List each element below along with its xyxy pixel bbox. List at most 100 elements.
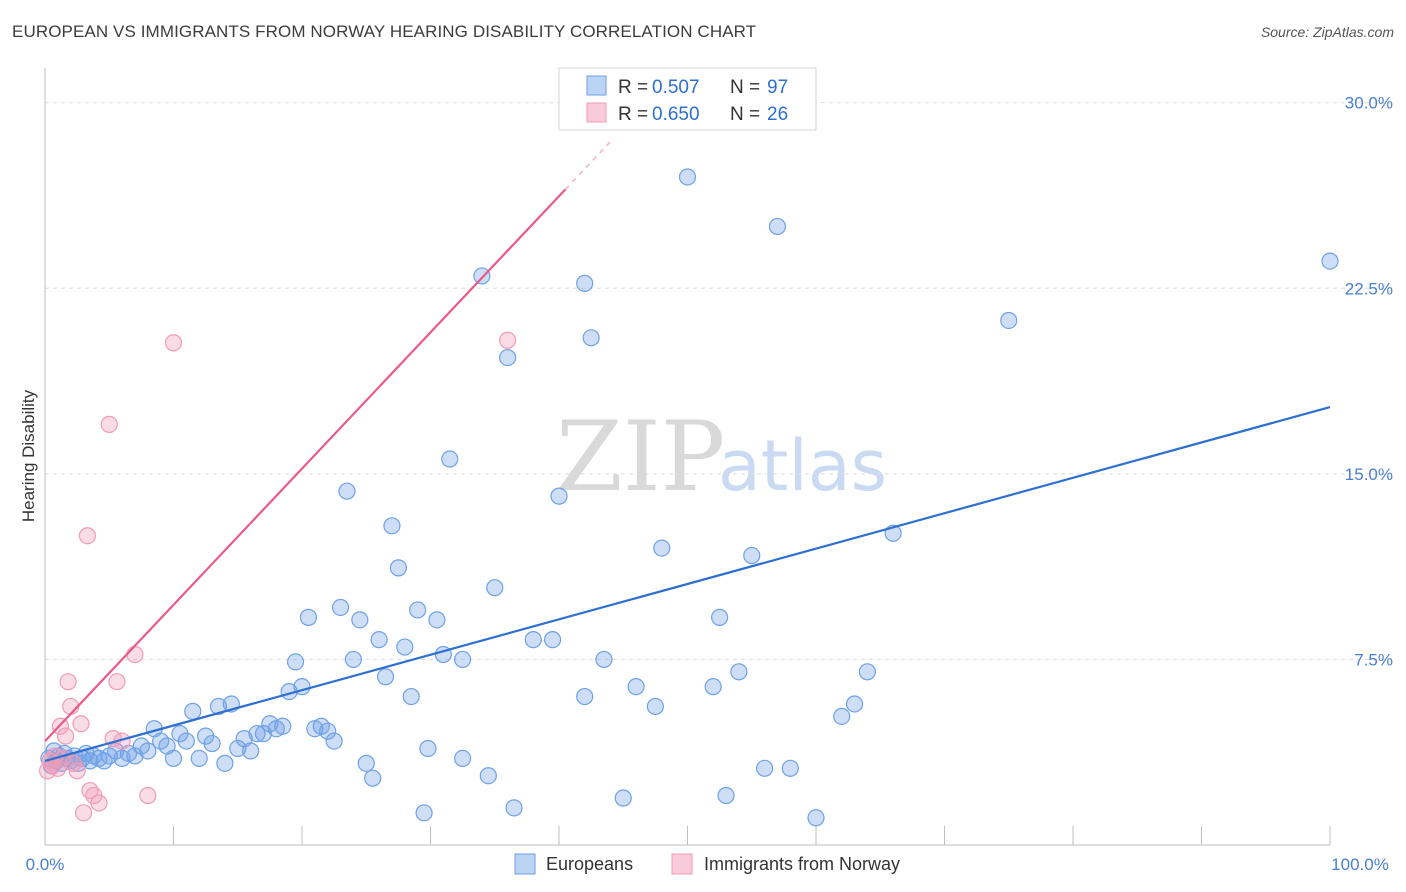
legend-swatch-norway	[586, 102, 607, 123]
europeans-point-62	[389, 559, 407, 577]
europeans-point-82	[576, 687, 594, 706]
legend-r-value-2: 0.650	[652, 104, 700, 125]
norway-point-4	[49, 759, 67, 777]
chart-title: EUROPEAN VS IMMIGRANTS FROM NORWAY HEARI…	[12, 22, 757, 41]
legend-n-value-2: 26	[767, 104, 788, 125]
europeans-point-35	[216, 754, 234, 772]
x-tick-label-right: 100.0%	[1331, 855, 1389, 874]
norway-point-23	[139, 786, 157, 805]
europeans-point-41	[254, 725, 273, 743]
europeans-point-97	[781, 759, 799, 777]
legend-n-label-1: N =	[730, 77, 765, 98]
europeans-point-53	[331, 598, 350, 617]
europeans-point-83	[582, 329, 600, 347]
europeans-point-103	[1000, 311, 1018, 330]
europeans-point-90	[704, 678, 722, 696]
norway-point-20	[108, 673, 126, 691]
europeans-point-74	[479, 767, 497, 785]
europeans-point-51	[319, 722, 337, 740]
europeans-point-59	[370, 631, 388, 649]
europeans-point-91	[711, 608, 729, 626]
europeans-point-89	[678, 168, 697, 186]
europeans-point-84	[595, 650, 613, 669]
europeans-point-79	[543, 631, 562, 649]
europeans-point-56	[351, 611, 369, 629]
norway-trend-line	[44, 188, 567, 742]
legend-n-label-2: N =	[730, 104, 765, 125]
europeans-point-64	[402, 687, 420, 706]
europeans-point-27	[164, 749, 183, 768]
europeans-point-70	[441, 450, 459, 468]
norway-point-17	[90, 794, 108, 812]
bottom-legend-swatch-europeans	[514, 853, 536, 875]
europeans-point-61	[383, 517, 401, 535]
europeans-point-60	[376, 668, 395, 686]
watermark-zip: ZIP	[556, 401, 725, 513]
top-legend: R = 0.507 N = 97 R = 0.650 N = 26	[558, 67, 817, 131]
norway-point-22	[126, 645, 144, 664]
europeans-point-85	[614, 789, 632, 807]
europeans-point-78	[524, 631, 542, 649]
europeans-point-77	[505, 799, 523, 817]
europeans-point-34	[209, 697, 228, 716]
trend-lines	[44, 141, 1331, 762]
norway-point-12	[72, 715, 90, 733]
y-axis-title: Hearing Disability	[19, 389, 38, 522]
europeans-point-88	[653, 539, 671, 557]
y-tick-label-1: 15.0%	[1345, 465, 1393, 484]
europeans-point-65	[409, 601, 427, 619]
europeans-point-104	[1321, 252, 1339, 270]
grid-lines	[45, 102, 1392, 660]
europeans-point-66	[415, 804, 433, 822]
norway-point-0	[38, 762, 57, 780]
tick-labels: 7.5% 15.0% 22.5% 30.0% 0.0% 100.0%	[26, 94, 1393, 874]
europeans-point-73	[473, 267, 491, 285]
norway-point-8	[59, 673, 77, 691]
norway-point-13	[74, 804, 93, 822]
europeans-point-101	[858, 663, 877, 681]
y-tick-label-3: 30.0%	[1345, 94, 1393, 113]
europeans-point-76	[499, 348, 517, 367]
europeans-point-58	[364, 769, 382, 787]
watermark-atlas: atlas	[718, 425, 887, 507]
bottom-legend-europeans: Europeans	[546, 854, 633, 874]
europeans-point-63	[396, 638, 414, 656]
europeans-trend-line	[44, 406, 1331, 762]
y-tick-label-0: 7.5%	[1354, 650, 1393, 669]
europeans-point-31	[190, 749, 208, 768]
europeans-point-55	[344, 650, 362, 669]
norway-point-11	[68, 762, 86, 780]
y-tick-label-2: 22.5%	[1345, 279, 1393, 298]
europeans-point-80	[550, 487, 568, 505]
europeans-point-39	[242, 742, 260, 760]
europeans-point-92	[717, 786, 735, 805]
europeans-point-67	[419, 739, 437, 758]
europeans-point-57	[357, 754, 375, 772]
norway-point-14	[78, 527, 97, 545]
source-label: Source: ZipAtlas.com	[1260, 24, 1394, 40]
europeans-point-95	[755, 759, 774, 777]
europeans-points	[40, 168, 1339, 827]
europeans-point-86	[627, 678, 645, 696]
bottom-legend-norway: Immigrants from Norway	[704, 854, 900, 874]
europeans-point-16	[95, 752, 113, 770]
europeans-point-72	[454, 749, 472, 768]
europeans-point-68	[428, 611, 446, 629]
norway-trend-extension	[564, 141, 611, 190]
legend-r-label-1: R =	[618, 77, 653, 98]
europeans-point-23	[139, 742, 157, 760]
europeans-point-52	[325, 732, 343, 750]
europeans-point-21	[126, 747, 144, 765]
europeans-point-44	[274, 717, 292, 735]
norway-point-24	[164, 334, 183, 352]
europeans-point-87	[646, 697, 664, 716]
europeans-point-93	[730, 663, 748, 681]
legend-r-label-2: R =	[618, 104, 653, 125]
europeans-point-98	[807, 809, 825, 827]
x-tick-label-left: 0.0%	[26, 855, 65, 874]
europeans-point-37	[229, 739, 247, 758]
europeans-point-54	[338, 482, 356, 500]
legend-n-value-1: 97	[767, 77, 788, 98]
europeans-point-96	[768, 217, 787, 236]
legend-swatch-europeans	[586, 75, 607, 96]
